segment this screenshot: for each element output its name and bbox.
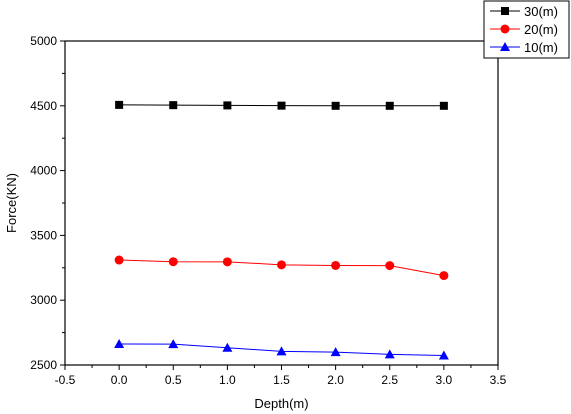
series-30(m) [115,100,448,110]
x-tick-label: 2.0 [327,373,344,387]
data-point [169,101,178,110]
y-tick-label: 4500 [30,99,57,113]
series-10(m) [114,339,449,360]
y-tick-label: 3500 [30,228,57,242]
data-point [114,255,124,265]
data-point [331,260,341,270]
x-tick-label: 2.5 [381,373,398,387]
legend-label: 30(m) [524,4,558,19]
data-point [222,342,233,352]
y-tick-label: 4000 [30,164,57,178]
x-tick-label: 1.5 [273,373,290,387]
legend-label: 20(m) [524,22,558,37]
x-tick-label: -0.5 [55,373,76,387]
legend-marker [500,42,510,51]
legend-marker [500,24,510,34]
x-axis: -0.5 0.0 0.5 1.0 1.5 2.0 2.5 3.0 3.5 [55,365,507,387]
data-point [439,271,449,281]
y-axis-title: Force(KN) [4,173,19,233]
x-tick-label: 3.5 [490,373,507,387]
data-point [115,100,124,109]
data-point [168,257,178,267]
legend: 30(m) 20(m) 10(m) [483,0,570,59]
x-tick-label: 0.5 [165,373,182,387]
plot-area [64,40,499,366]
data-point [168,339,179,349]
legend-marker [501,7,509,15]
data-point [330,347,341,357]
data-point [385,101,394,110]
data-point [277,260,286,270]
y-tick-label: 3000 [30,293,57,307]
data-point [439,101,448,110]
y-tick-label: 5000 [30,34,57,48]
y-axis: 2500 3000 3500 4000 4500 5000 [30,34,65,372]
data-point [276,346,287,356]
legend-label: 10(m) [524,40,558,55]
data-point [114,339,125,349]
data-point [277,101,286,110]
data-point [222,257,232,267]
x-tick-label: 3.0 [436,373,453,387]
data-point [223,101,232,110]
data-point [438,350,449,360]
y-tick-label: 2500 [30,358,57,372]
x-tick-label: 1.0 [219,373,236,387]
series-layer [114,100,449,360]
x-tick-label: 0.0 [111,373,128,387]
data-point [331,101,340,110]
x-axis-title: Depth(m) [254,396,308,411]
plot-border [64,40,499,366]
data-point [385,261,395,271]
data-point [384,349,395,359]
series-20(m) [114,255,449,281]
